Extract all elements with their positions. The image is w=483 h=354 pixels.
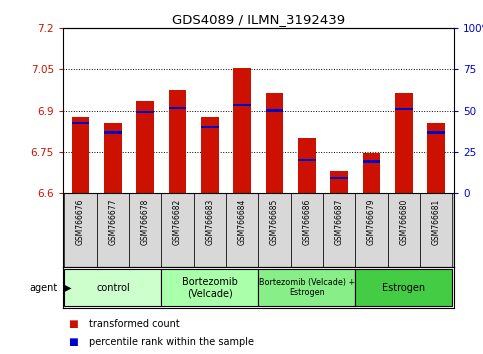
Bar bbox=[136, 111, 154, 113]
Bar bbox=[363, 153, 381, 193]
Text: GSM766686: GSM766686 bbox=[302, 199, 312, 245]
Text: ■: ■ bbox=[68, 337, 77, 348]
Text: GSM766677: GSM766677 bbox=[108, 199, 117, 245]
Text: GSM766684: GSM766684 bbox=[238, 199, 247, 245]
Text: agent: agent bbox=[30, 282, 58, 293]
Bar bbox=[330, 177, 348, 179]
Bar bbox=[298, 138, 316, 193]
Bar bbox=[427, 131, 445, 134]
Text: GSM766678: GSM766678 bbox=[141, 199, 150, 245]
Text: GSM766683: GSM766683 bbox=[205, 199, 214, 245]
Text: GSM766687: GSM766687 bbox=[335, 199, 344, 245]
Text: GSM766679: GSM766679 bbox=[367, 199, 376, 245]
Bar bbox=[291, 193, 323, 267]
Bar bbox=[363, 160, 381, 162]
Text: Bortezomib (Velcade) +
Estrogen: Bortezomib (Velcade) + Estrogen bbox=[259, 278, 355, 297]
Bar bbox=[201, 118, 219, 193]
Bar bbox=[136, 101, 154, 193]
Bar bbox=[266, 93, 284, 193]
Text: percentile rank within the sample: percentile rank within the sample bbox=[89, 337, 255, 348]
Bar bbox=[355, 269, 453, 306]
Bar bbox=[64, 269, 161, 306]
Bar bbox=[104, 123, 122, 193]
Bar bbox=[64, 193, 97, 267]
Bar bbox=[330, 171, 348, 193]
Text: GSM766682: GSM766682 bbox=[173, 199, 182, 245]
Text: GSM766681: GSM766681 bbox=[432, 199, 440, 245]
Bar bbox=[258, 269, 355, 306]
Text: GSM766685: GSM766685 bbox=[270, 199, 279, 245]
Bar bbox=[298, 159, 316, 161]
Bar bbox=[161, 193, 194, 267]
Bar bbox=[395, 108, 413, 110]
Bar bbox=[323, 193, 355, 267]
Bar bbox=[97, 193, 129, 267]
Bar bbox=[420, 193, 453, 267]
Bar bbox=[169, 90, 186, 193]
Bar bbox=[71, 122, 89, 124]
Bar bbox=[129, 193, 161, 267]
Text: transformed count: transformed count bbox=[89, 319, 180, 329]
Bar bbox=[161, 269, 258, 306]
Bar bbox=[266, 109, 284, 112]
Text: GSM766680: GSM766680 bbox=[399, 199, 409, 245]
Text: ▶: ▶ bbox=[64, 282, 71, 293]
Bar bbox=[395, 93, 413, 193]
Bar bbox=[169, 107, 186, 109]
Bar bbox=[427, 123, 445, 193]
Bar bbox=[201, 126, 219, 128]
Text: GSM766676: GSM766676 bbox=[76, 199, 85, 245]
Text: ■: ■ bbox=[68, 319, 77, 329]
Bar bbox=[71, 118, 89, 193]
Bar bbox=[104, 131, 122, 134]
Bar bbox=[388, 193, 420, 267]
Text: Estrogen: Estrogen bbox=[383, 282, 426, 293]
Text: Bortezomib
(Velcade): Bortezomib (Velcade) bbox=[182, 277, 238, 298]
Bar bbox=[355, 193, 388, 267]
Bar bbox=[226, 193, 258, 267]
Title: GDS4089 / ILMN_3192439: GDS4089 / ILMN_3192439 bbox=[172, 13, 345, 26]
Text: control: control bbox=[96, 282, 130, 293]
Bar bbox=[258, 193, 291, 267]
Bar bbox=[194, 193, 226, 267]
Bar bbox=[233, 104, 251, 106]
Bar bbox=[233, 68, 251, 193]
